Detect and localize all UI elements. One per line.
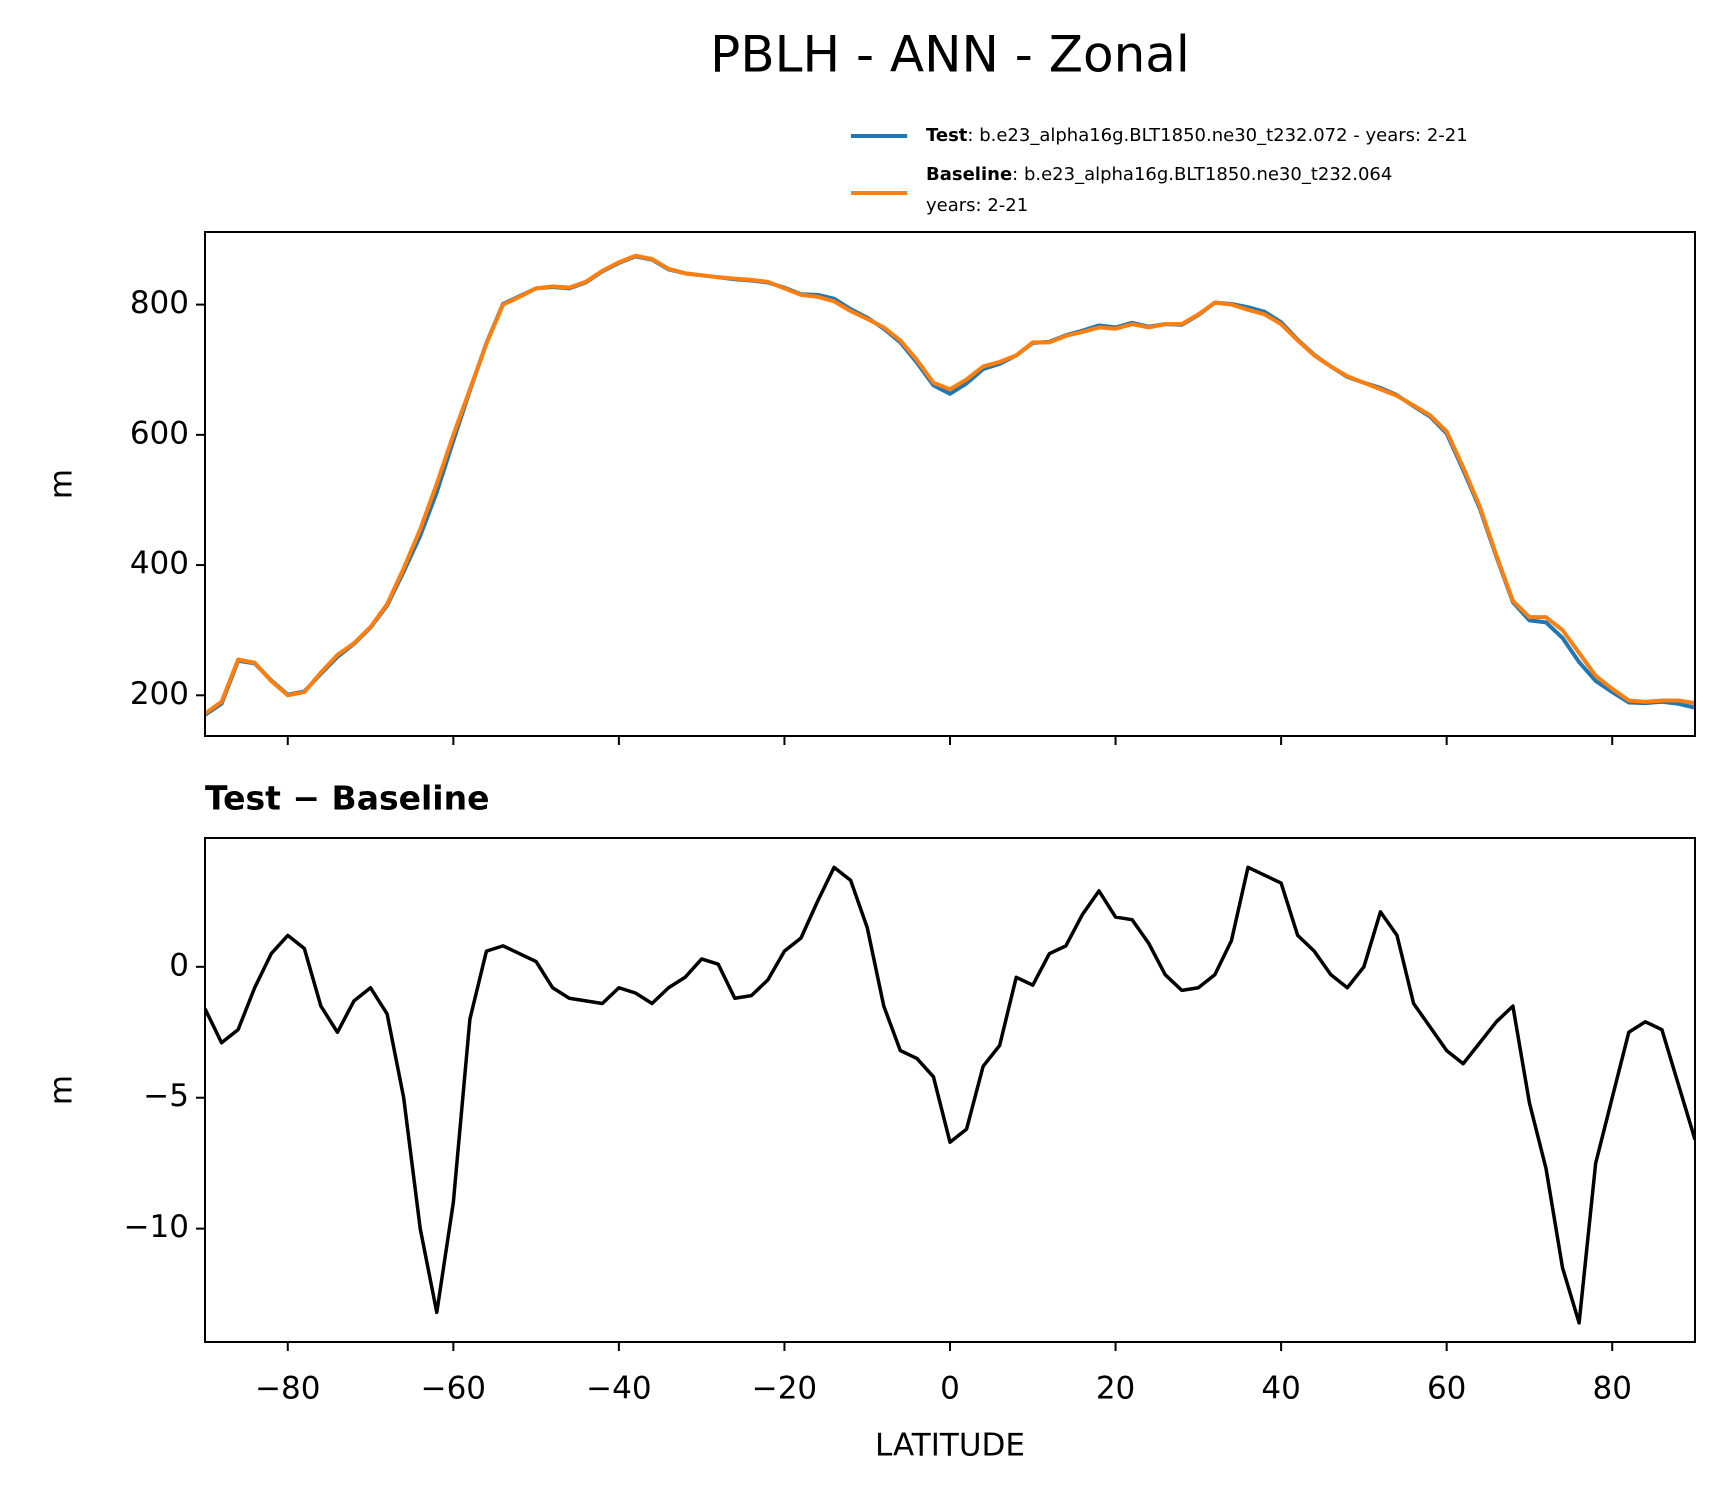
plot-frame [204,231,1696,737]
y-tick-label: −10 [124,1209,189,1245]
legend-description: : b.e23_alpha16g.BLT1850.ne30_t232.072 -… [967,125,1467,146]
legend-name: Test [926,125,968,146]
plot-frame [204,837,1696,1343]
series-line [205,865,1695,1325]
x-axis-label: LATITUDE [875,1428,1025,1464]
x-tick-label: −20 [752,1371,817,1407]
y-tick-label: 600 [130,415,189,451]
y-axis-label: m [44,469,80,499]
x-tick-label: −40 [586,1371,651,1407]
y-tick-label: 400 [130,546,189,582]
x-tick-label: 0 [940,1371,960,1407]
x-tick-label: −60 [421,1371,486,1407]
series-line [205,253,1695,716]
figure-title: PBLH - ANN - Zonal [710,26,1190,84]
legend-label: Baseline: b.e23_alpha16g.BLT1850.ne30_t2… [926,164,1392,185]
y-tick-label: 200 [130,676,189,712]
x-tick-label: 40 [1261,1371,1300,1407]
x-tick-label: −80 [255,1371,320,1407]
y-tick-label: 0 [169,947,189,983]
panel-title: Test − Baseline [205,779,490,818]
x-tick-label: 60 [1427,1371,1466,1407]
y-axis-label: m [44,1075,80,1105]
x-tick-label: 20 [1096,1371,1135,1407]
y-tick-label: 800 [130,285,189,321]
legend-label: Test: b.e23_alpha16g.BLT1850.ne30_t232.0… [926,125,1468,146]
legend-description: : b.e23_alpha16g.BLT1850.ne30_t232.064 [1012,164,1392,185]
x-tick-label: 80 [1592,1371,1631,1407]
legend-description: years: 2-21 [926,195,1028,216]
y-tick-label: −5 [143,1078,189,1114]
legend-name: Baseline [926,164,1012,185]
